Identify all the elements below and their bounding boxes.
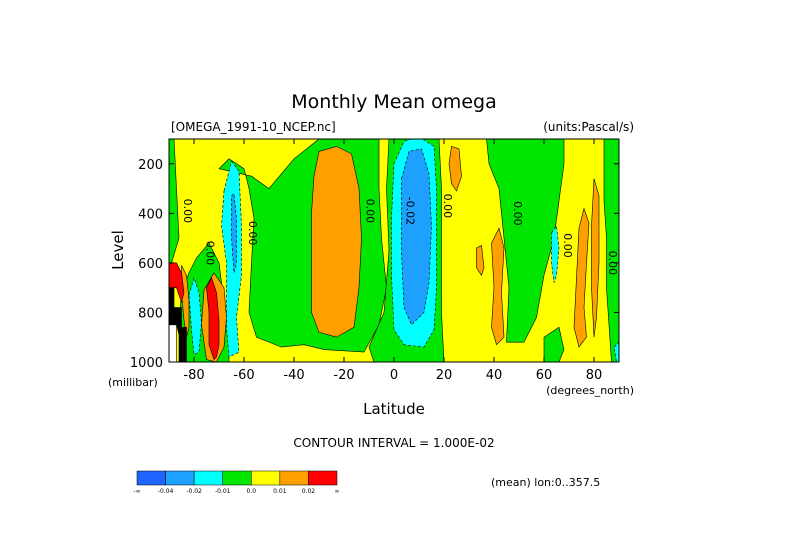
contour-region-blue-21	[231, 192, 237, 273]
contour-label-8: 0.00	[606, 251, 619, 276]
colorbar-label-3: -0.01	[215, 488, 231, 495]
contour-region-blue-20	[401, 148, 432, 326]
colorbar-swatch-6	[308, 470, 338, 486]
y-tick-label-4: 1000	[130, 356, 163, 371]
contour-region-orange-11	[573, 207, 590, 348]
contour-region-black-25	[169, 287, 187, 362]
colorbar-label-7: ∞	[335, 488, 340, 495]
contour-label-5: 0.00	[441, 194, 454, 219]
contour-label-6: 0.00	[511, 201, 524, 226]
contour-region-orange-7	[311, 146, 362, 338]
units-label: (units:Pascal/s)	[543, 120, 634, 134]
y-axis-label: Level	[109, 230, 127, 270]
y-units-label: (millibar)	[108, 376, 158, 389]
mean-label: (mean) lon:0..357.5	[491, 476, 600, 489]
y-tick-label-3: 800	[138, 306, 163, 321]
x-tick-label-6: 40	[486, 368, 503, 383]
contour-region-cyan-17	[188, 276, 202, 356]
y-tick-label-1: 400	[138, 207, 163, 222]
colorbar-swatch-1	[165, 470, 195, 486]
x-axis-label: Latitude	[363, 400, 425, 418]
file-label: [OMEGA_1991-10_NCEP.nc]	[171, 120, 336, 134]
x-tick-label-1: -60	[233, 368, 254, 383]
contour-label-4: -0.02	[404, 197, 417, 225]
contour-region-orange-9	[476, 245, 485, 276]
x-tick-label-5: 20	[436, 368, 453, 383]
contour-label-0: 0.00	[181, 199, 194, 224]
chart-title: Monthly Mean omega	[291, 91, 496, 113]
x-tick-label-4: 0	[390, 368, 398, 383]
y-tick-label-2: 600	[138, 257, 163, 272]
contour-region-cyan-18	[551, 224, 560, 283]
contour-region-cyan-15	[221, 160, 242, 358]
contour-region-green-0	[169, 139, 180, 264]
contour-label-7: 0.00	[561, 233, 574, 257]
y-tick-label-0: 200	[138, 158, 163, 173]
x-tick-label-3: -20	[333, 368, 354, 383]
contour-label-3: 0.00	[364, 199, 377, 224]
colorbar-swatch-2	[193, 470, 223, 486]
contour-region-red-23	[206, 277, 220, 361]
x-tick-label-2: -40	[283, 368, 304, 383]
colorbar-label-2: -0.02	[186, 488, 202, 495]
colorbar-label-4: 0.0	[247, 488, 257, 495]
colorbar: -∞ -0.04 -0.02 -0.01 0.0 0.01 0.02 ∞	[133, 470, 340, 495]
contour-region-cyan-19	[613, 341, 619, 362]
x-tick-label-7: 60	[536, 368, 553, 383]
contour-region-green-5	[603, 139, 619, 362]
colorbar-label-0: -∞	[133, 488, 140, 495]
contour-label-2: 0.00	[246, 221, 259, 246]
colorbar-swatch-3	[222, 470, 252, 486]
colorbar-label-5: 0.01	[273, 488, 287, 495]
colorbar-label-6: 0.02	[302, 488, 316, 495]
x-tick-label-8: 80	[586, 368, 603, 383]
colorbar-swatch-0	[136, 470, 166, 486]
contour-region-orange-12	[591, 178, 600, 338]
contour-interval-label: CONTOUR INTERVAL = 1.000E-02	[293, 436, 494, 450]
x-units-label: (degrees_north)	[546, 384, 634, 397]
contour-region-green-4	[486, 139, 565, 343]
contour-region-orange-8	[448, 146, 462, 192]
colorbar-label-1: -0.04	[158, 488, 174, 495]
contour-region-orange-10	[491, 227, 505, 346]
colorbar-swatch-5	[279, 470, 309, 486]
x-tick-label-0: -80	[183, 368, 204, 383]
colorbar-swatch-4	[251, 470, 281, 486]
contour-label-1: 0.00	[204, 241, 217, 266]
